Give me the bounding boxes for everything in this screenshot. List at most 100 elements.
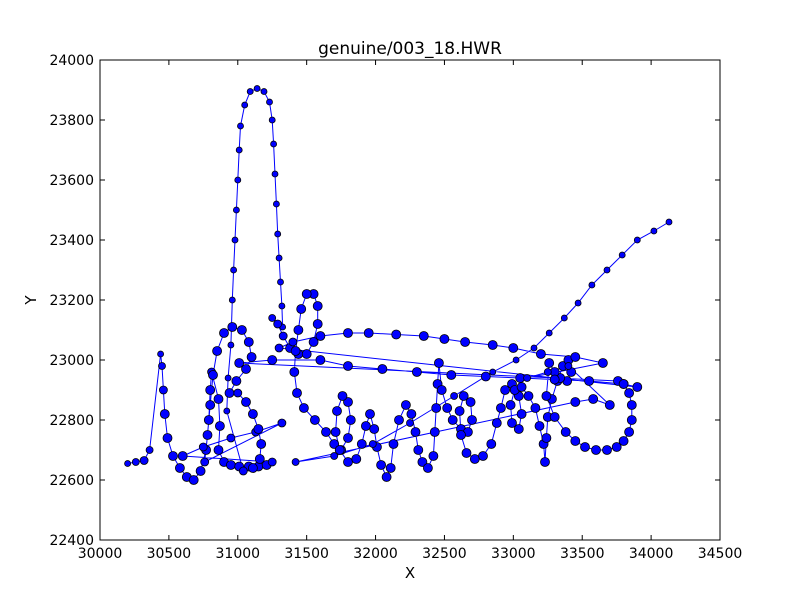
- data-point-1: [131, 458, 140, 466]
- data-point-56: [227, 341, 235, 349]
- data-point-75: [277, 278, 284, 286]
- data-point-145: [500, 385, 511, 395]
- data-point-216: [588, 394, 599, 404]
- data-point-103: [332, 406, 342, 416]
- data-point-58: [230, 266, 238, 274]
- data-point-101: [343, 397, 353, 407]
- data-point-208: [508, 343, 519, 353]
- data-point-137: [454, 406, 465, 416]
- data-point-68: [266, 98, 273, 106]
- data-point-110: [365, 409, 375, 419]
- data-point-4: [157, 350, 165, 358]
- data-point-221: [406, 419, 414, 427]
- data-point-32: [277, 418, 287, 428]
- data-point-76: [278, 302, 286, 310]
- data-point-108: [356, 439, 367, 449]
- y-tick-label: 23200: [49, 293, 94, 309]
- data-point-55: [224, 374, 232, 382]
- data-point-200: [315, 331, 326, 341]
- data-point-233: [650, 227, 658, 235]
- data-point-44: [231, 376, 242, 386]
- data-point-195: [584, 376, 594, 386]
- data-point-187: [315, 355, 326, 365]
- data-point-210: [570, 352, 581, 362]
- x-tick-label: 33500: [560, 546, 605, 562]
- data-point-97: [329, 439, 340, 449]
- data-point-120: [410, 427, 421, 437]
- data-point-96: [321, 427, 331, 437]
- data-point-139: [461, 448, 472, 458]
- data-point-129: [436, 385, 447, 395]
- data-point-18: [213, 394, 224, 404]
- data-point-128: [433, 358, 444, 368]
- y-tick-label: 23000: [49, 353, 94, 369]
- data-point-80: [278, 331, 288, 341]
- y-tick-label: 24000: [49, 53, 94, 69]
- data-point-104: [330, 427, 341, 437]
- y-tick-label: 23600: [49, 173, 94, 189]
- data-point-7: [159, 409, 170, 419]
- data-point-136: [458, 391, 469, 401]
- data-point-66: [253, 85, 261, 92]
- data-point-135: [465, 397, 476, 407]
- data-point-178: [618, 436, 629, 446]
- data-point-91: [290, 346, 301, 356]
- data-point-52: [247, 463, 258, 473]
- data-point-224: [512, 356, 520, 364]
- data-point-186: [267, 355, 278, 365]
- data-point-177: [611, 442, 622, 452]
- data-point-175: [591, 445, 601, 455]
- data-point-89: [296, 304, 307, 314]
- data-point-105: [334, 445, 345, 455]
- data-point-113: [376, 460, 387, 470]
- data-point-155: [530, 403, 541, 413]
- data-point-6: [158, 385, 168, 395]
- data-point-37: [212, 346, 223, 356]
- data-point-74: [275, 254, 283, 262]
- data-point-214: [564, 362, 573, 370]
- data-point-27: [267, 457, 277, 467]
- data-point-122: [417, 457, 428, 467]
- data-point-99: [343, 433, 353, 443]
- data-point-49: [253, 424, 264, 434]
- data-point-192: [480, 371, 491, 382]
- data-point-206: [460, 337, 471, 347]
- data-point-10: [174, 463, 185, 473]
- data-point-217: [570, 397, 581, 407]
- data-point-232: [633, 236, 641, 244]
- data-point-151: [505, 400, 516, 410]
- data-point-222: [450, 392, 459, 400]
- y-tick-label: 23400: [49, 233, 94, 249]
- data-point-45: [224, 388, 235, 398]
- data-point-179: [624, 427, 634, 437]
- data-point-230: [603, 266, 611, 274]
- data-point-22: [225, 460, 236, 470]
- data-point-41: [243, 337, 254, 347]
- data-point-53: [238, 466, 248, 476]
- data-point-191: [446, 370, 457, 380]
- data-point-64: [241, 101, 249, 109]
- x-tick-label: 34000: [629, 546, 674, 562]
- data-point-141: [478, 451, 488, 461]
- y-tick-label: 23800: [49, 113, 94, 129]
- data-point-134: [467, 415, 477, 425]
- data-point-15: [203, 415, 214, 425]
- data-point-181: [626, 400, 637, 410]
- data-point-211: [598, 358, 608, 368]
- data-point-218: [291, 458, 300, 466]
- data-point-38: [219, 328, 229, 338]
- data-point-20: [213, 445, 224, 455]
- data-point-121: [413, 445, 424, 455]
- data-point-65: [246, 88, 254, 95]
- data-point-159: [541, 433, 552, 443]
- data-point-142: [486, 439, 497, 449]
- data-point-213: [543, 368, 552, 376]
- data-point-223: [489, 368, 497, 376]
- data-point-173: [570, 436, 581, 446]
- data-point-234: [665, 218, 673, 226]
- data-point-144: [495, 403, 506, 413]
- data-point-140: [469, 454, 480, 464]
- data-point-54: [223, 407, 231, 415]
